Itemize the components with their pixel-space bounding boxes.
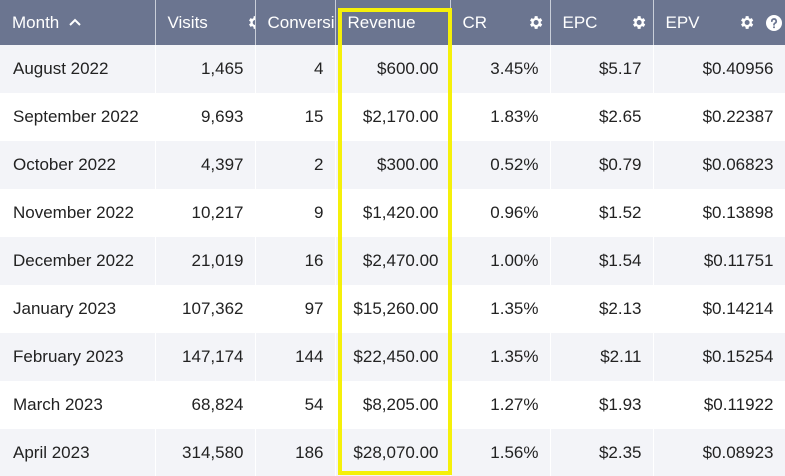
table-row[interactable]: August 2022 1,465 4 $600.00 3.45% $5.17 $0.409…	[0, 45, 785, 93]
column-header-month[interactable]: Month	[0, 0, 156, 45]
cell-epc: $5.17	[550, 45, 654, 93]
cell-epv: $0.15254	[653, 333, 785, 381]
table-row[interactable]: September 2022 9,693 15 $2,170.00 1.83% $2.65…	[0, 93, 785, 141]
gear-icon[interactable]	[630, 14, 647, 31]
cell-visits: 4,397	[155, 141, 256, 189]
cell-month: February 2023	[0, 333, 156, 381]
table-row[interactable]: January 2023 107,362 97 $15,260.00 1.35% $2.1…	[0, 285, 785, 333]
cell-conversions: 144	[255, 333, 336, 381]
cell-cr: 1.56%	[450, 429, 551, 476]
gear-icon[interactable]	[738, 14, 755, 31]
cell-epc: $0.79	[550, 141, 654, 189]
cell-cr: 1.83%	[450, 93, 551, 141]
cell-epc: $2.13	[550, 285, 654, 333]
column-header-revenue[interactable]: Revenue	[335, 0, 451, 45]
cell-epc: $2.65	[550, 93, 654, 141]
column-header-label: EPC	[562, 13, 598, 32]
table-body: August 2022 1,465 4 $600.00 3.45% $5.17 $0.409…	[0, 45, 785, 476]
cell-epc: $1.52	[550, 189, 654, 237]
cell-month: November 2022	[0, 189, 156, 237]
cell-cr: 1.35%	[450, 285, 551, 333]
cell-month: December 2022	[0, 237, 156, 285]
cell-visits: 68,824	[155, 381, 256, 429]
cell-revenue: $15,260.00	[335, 285, 451, 333]
cell-cr: 0.52%	[450, 141, 551, 189]
cell-cr: 3.45%	[450, 45, 551, 93]
cell-revenue: $300.00	[335, 141, 451, 189]
cell-epc: $1.93	[550, 381, 654, 429]
table-header-row: Month Visits Conversi Revenue	[0, 0, 785, 45]
cell-month: October 2022	[0, 141, 156, 189]
cell-visits: 314,580	[155, 429, 256, 476]
cell-revenue: $28,070.00	[335, 429, 451, 476]
cell-conversions: 4	[255, 45, 336, 93]
table-row[interactable]: April 2023 314,580 186 $28,070.00 1.56% $2.35…	[0, 429, 785, 476]
column-header-conversions[interactable]: Conversi	[255, 0, 336, 45]
cell-epv: $0.11922	[653, 381, 785, 429]
cell-revenue: $2,170.00	[335, 93, 451, 141]
cell-visits: 1,465	[155, 45, 256, 93]
cell-epv: $0.22387	[653, 93, 785, 141]
cell-revenue: $22,450.00	[335, 333, 451, 381]
cell-conversions: 16	[255, 237, 336, 285]
gear-icon[interactable]	[527, 14, 544, 31]
cell-epc: $2.35	[550, 429, 654, 476]
cell-epv: $0.13898	[653, 189, 785, 237]
cell-epv: $0.11751	[653, 237, 785, 285]
cell-revenue: $2,470.00	[335, 237, 451, 285]
column-header-label: EPV	[665, 13, 700, 32]
table-row[interactable]: February 2023 147,174 144 $22,450.00 1.35% $2…	[0, 333, 785, 381]
chevron-up-icon[interactable]	[69, 15, 81, 29]
column-header-label: Month	[12, 13, 60, 32]
cell-month: September 2022	[0, 93, 156, 141]
cell-cr: 1.00%	[450, 237, 551, 285]
cell-visits: 147,174	[155, 333, 256, 381]
cell-epc: $1.54	[550, 237, 654, 285]
cell-revenue: $1,420.00	[335, 189, 451, 237]
cell-epv: $0.08923	[653, 429, 785, 476]
cell-conversions: 54	[255, 381, 336, 429]
cell-month: March 2023	[0, 381, 156, 429]
cell-conversions: 15	[255, 93, 336, 141]
column-header-label: Revenue	[347, 13, 416, 32]
help-icon[interactable]	[766, 15, 782, 31]
gear-icon[interactable]	[246, 14, 254, 31]
cell-conversions: 2	[255, 141, 336, 189]
column-header-epv[interactable]: EPV	[653, 0, 785, 45]
column-header-epc[interactable]: EPC	[550, 0, 654, 45]
table-row[interactable]: March 2023 68,824 54 $8,205.00 1.27% $1.93 $0.…	[0, 381, 785, 429]
cell-visits: 9,693	[155, 93, 256, 141]
cell-conversions: 97	[255, 285, 336, 333]
cell-revenue: $600.00	[335, 45, 451, 93]
column-header-visits[interactable]: Visits	[155, 0, 256, 45]
column-header-label: Visits	[167, 13, 208, 32]
cell-cr: 1.27%	[450, 381, 551, 429]
cell-visits: 10,217	[155, 189, 256, 237]
column-header-cr[interactable]: CR	[450, 0, 551, 45]
cell-conversions: 9	[255, 189, 336, 237]
cell-cr: 1.35%	[450, 333, 551, 381]
cell-visits: 107,362	[155, 285, 256, 333]
column-header-label: CR	[462, 13, 488, 32]
cell-epc: $2.11	[550, 333, 654, 381]
table-row[interactable]: October 2022 4,397 2 $300.00 0.52% $0.79 $0.06…	[0, 141, 785, 189]
table-row[interactable]: December 2022 21,019 16 $2,470.00 1.00% $1.54…	[0, 237, 785, 285]
cell-month: January 2023	[0, 285, 156, 333]
table-row[interactable]: November 2022 10,217 9 $1,420.00 0.96% $1.52 $…	[0, 189, 785, 237]
cell-cr: 0.96%	[450, 189, 551, 237]
cell-month: August 2022	[0, 45, 156, 93]
cell-month: April 2023	[0, 429, 156, 476]
cell-conversions: 186	[255, 429, 336, 476]
cell-visits: 21,019	[155, 237, 256, 285]
cell-epv: $0.06823	[653, 141, 785, 189]
cell-revenue: $8,205.00	[335, 381, 451, 429]
cell-epv: $0.14214	[653, 285, 785, 333]
cell-epv: $0.40956	[653, 45, 785, 93]
column-header-label: Conversi	[267, 13, 335, 32]
